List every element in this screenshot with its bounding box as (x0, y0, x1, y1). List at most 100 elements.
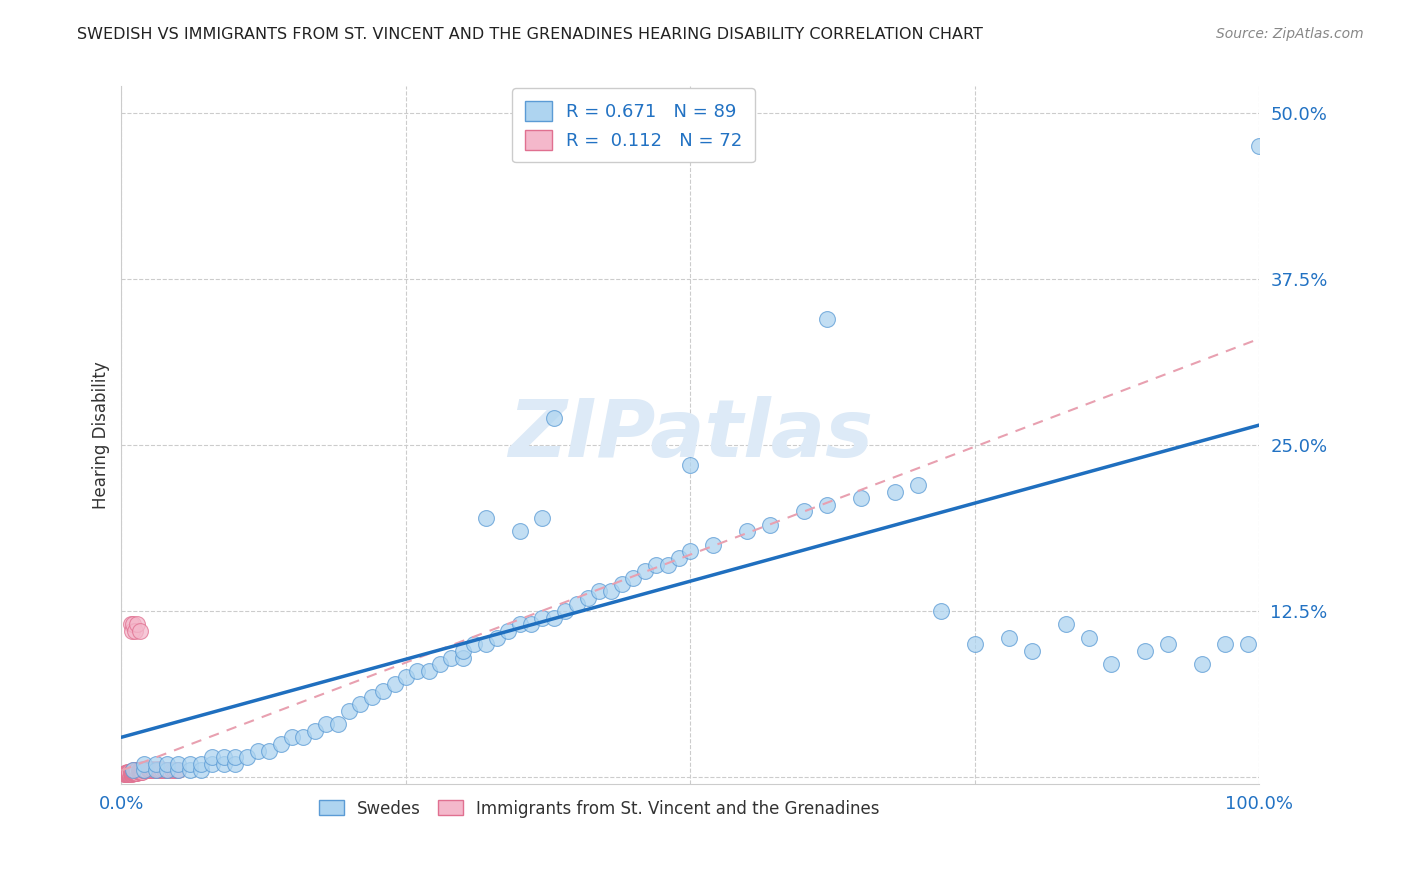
Point (929, 604, 952, 618)
Point (576, 591, 599, 605)
Point (1213, 637, 1236, 651)
Point (246, 743, 269, 757)
Point (554, 604, 576, 618)
Point (474, 637, 496, 651)
Point (127, 766, 149, 780)
Point (418, 664, 440, 678)
Point (136, 762, 159, 776)
Point (134, 764, 156, 778)
Point (1077, 631, 1099, 645)
Point (588, 584, 610, 599)
Point (668, 550, 690, 565)
Point (118, 766, 141, 780)
Point (163, 764, 186, 778)
Point (115, 767, 138, 781)
Point (149, 764, 172, 778)
Point (120, 766, 142, 780)
Point (114, 767, 136, 781)
Point (127, 617, 149, 632)
Point (141, 762, 163, 776)
Point (1249, 139, 1271, 153)
Point (451, 644, 474, 658)
Point (179, 756, 201, 771)
Point (1157, 637, 1180, 651)
Point (114, 766, 136, 780)
Point (304, 723, 326, 738)
Point (815, 311, 838, 326)
Point (125, 766, 148, 780)
Point (145, 764, 167, 778)
Point (498, 624, 520, 638)
Point (121, 764, 143, 779)
Point (115, 767, 138, 781)
Point (998, 631, 1021, 645)
Point (167, 764, 190, 778)
Point (884, 484, 907, 499)
Point (121, 617, 143, 632)
Point (165, 764, 187, 778)
Point (1237, 637, 1260, 651)
Point (793, 504, 815, 518)
Point (121, 764, 143, 778)
Point (132, 764, 155, 778)
Point (118, 767, 141, 781)
Text: SWEDISH VS IMMIGRANTS FROM ST. VINCENT AND THE GRENADINES HEARING DISABILITY COR: SWEDISH VS IMMIGRANTS FROM ST. VINCENT A… (77, 27, 983, 42)
Point (120, 617, 142, 632)
Point (315, 717, 337, 731)
Point (360, 690, 382, 705)
Point (134, 762, 156, 776)
Point (118, 764, 141, 779)
Point (201, 756, 224, 771)
Point (121, 764, 143, 779)
Point (429, 657, 451, 672)
Point (143, 764, 166, 778)
Point (145, 762, 167, 776)
Point (474, 511, 496, 525)
Point (156, 764, 179, 778)
Point (115, 766, 138, 780)
Point (157, 764, 180, 778)
Point (907, 478, 929, 492)
Point (645, 558, 668, 572)
Point (117, 766, 139, 780)
Point (373, 683, 395, 698)
Point (270, 737, 292, 751)
Point (122, 764, 145, 779)
Point (124, 766, 146, 780)
Point (259, 743, 281, 757)
Point (543, 610, 565, 624)
Point (150, 762, 173, 776)
Point (735, 524, 758, 539)
Point (1135, 644, 1157, 658)
Point (145, 764, 167, 778)
Point (125, 764, 148, 778)
Point (120, 764, 142, 779)
Point (326, 717, 349, 731)
Point (657, 558, 679, 572)
Point (129, 764, 152, 778)
Point (623, 571, 645, 585)
Point (440, 650, 463, 665)
Point (117, 764, 139, 779)
Point (963, 637, 986, 651)
Point (128, 764, 150, 778)
Point (509, 617, 531, 632)
Point (610, 577, 633, 591)
Point (759, 517, 782, 532)
Point (384, 677, 406, 691)
Point (142, 764, 165, 778)
Point (156, 756, 179, 771)
Point (815, 498, 838, 512)
Point (212, 750, 235, 764)
Point (131, 762, 153, 776)
Point (121, 624, 143, 638)
Point (128, 764, 150, 779)
Point (160, 764, 183, 778)
Point (128, 764, 150, 779)
Point (138, 764, 160, 778)
Text: ZIPatlas: ZIPatlas (508, 396, 873, 474)
Point (201, 750, 224, 764)
Point (1021, 644, 1043, 658)
Point (190, 756, 212, 771)
Point (128, 624, 150, 638)
